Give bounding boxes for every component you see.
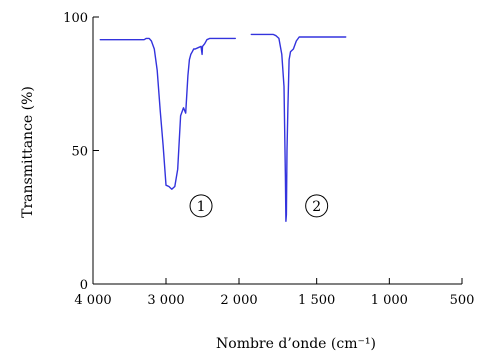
x-tick-label: 500 [450,293,475,308]
annotation-label-2: 2 [312,199,321,215]
annotation-circle-2 [305,194,329,218]
annotation-label-1: 1 [197,199,206,215]
spectrum-line-2 [250,33,347,223]
x-tick-label: 4 000 [74,293,111,308]
x-axis-label: Nombre d’onde (cm⁻¹) [216,336,376,352]
y-tick-label: 100 [63,11,88,26]
spectrum-line-1 [99,37,237,190]
x-tick-label: 1 000 [371,293,408,308]
axes: 0 50 100 4 000 3 000 2 000 1 500 1 000 500 [63,11,474,308]
series-layer [99,33,347,223]
x-tick-label: 3 000 [147,293,184,308]
x-tick-label: 2 000 [220,293,257,308]
annotation-circle-1 [189,194,213,218]
x-tick-label: 1 500 [298,293,335,308]
y-tick-label: 0 [80,278,88,293]
y-axis-label: Transmittance (%) [20,86,36,218]
y-tick-label: 50 [71,145,88,160]
